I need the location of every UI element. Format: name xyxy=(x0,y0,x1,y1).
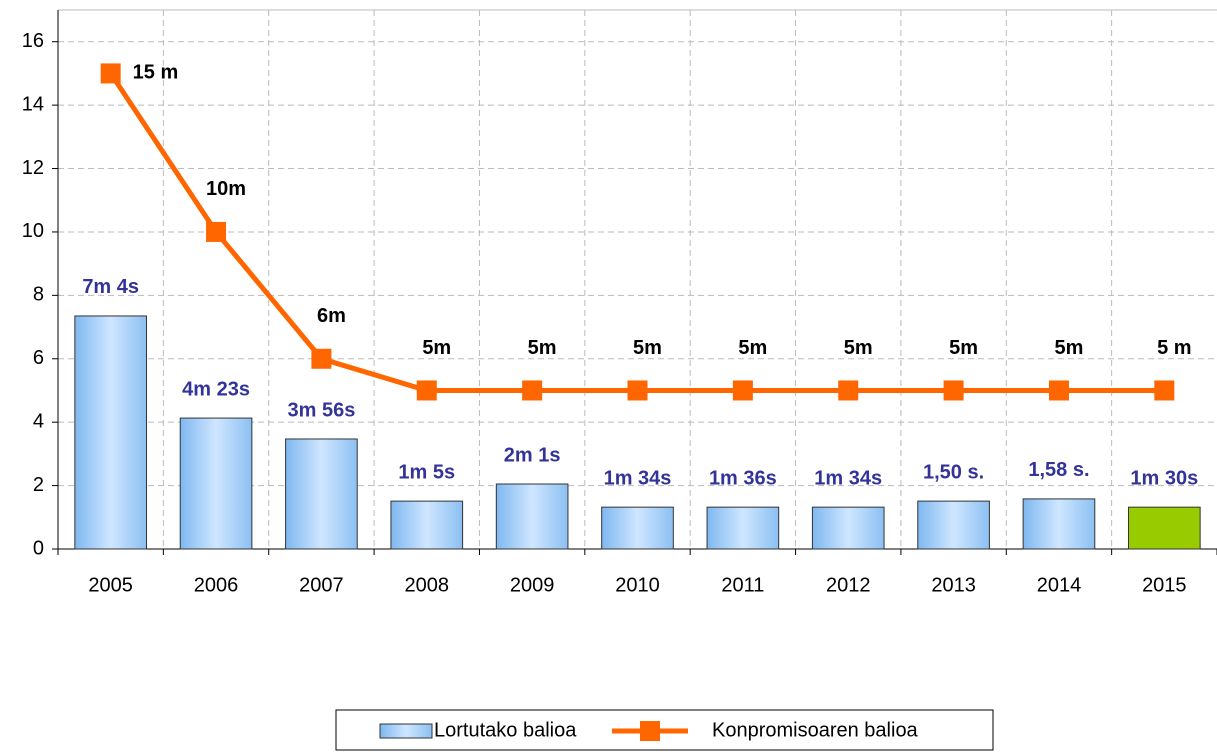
line-label: 10m xyxy=(206,178,246,200)
bar xyxy=(811,506,885,550)
y-tick-label: 14 xyxy=(22,93,44,115)
bar-label: 1m 5s xyxy=(398,461,455,483)
x-tick-label: 2012 xyxy=(826,574,871,596)
line-label: 6m xyxy=(317,305,346,327)
y-tick-label: 10 xyxy=(22,220,44,242)
line-label: 5m xyxy=(1055,337,1084,359)
x-tick-label: 2006 xyxy=(194,574,239,596)
x-tick-label: 2009 xyxy=(510,574,555,596)
line-marker xyxy=(311,348,332,369)
x-tick-label: 2007 xyxy=(299,574,344,596)
line-marker xyxy=(100,63,121,84)
line-marker xyxy=(522,380,543,401)
bar-label: 1m 36s xyxy=(709,467,777,489)
bar xyxy=(179,417,253,550)
bar xyxy=(706,506,780,550)
line-marker xyxy=(838,380,859,401)
bar-label: 1m 34s xyxy=(604,467,672,489)
line-label: 5 m xyxy=(1157,337,1191,359)
line-marker xyxy=(943,380,964,401)
bar xyxy=(390,500,464,550)
bar-label: 2m 1s xyxy=(504,444,561,466)
x-tick-label: 2010 xyxy=(615,574,660,596)
y-tick-label: 6 xyxy=(33,347,44,369)
y-tick-label: 4 xyxy=(33,410,44,432)
bar-label: 1m 34s xyxy=(814,467,882,489)
x-tick-label: 2008 xyxy=(405,574,450,596)
bar-label: 1m 30s xyxy=(1130,467,1198,489)
legend-swatch xyxy=(379,723,433,739)
bar xyxy=(74,315,148,550)
bar xyxy=(495,483,569,550)
bar-label: 3m 56s xyxy=(287,399,355,421)
x-tick-label: 2015 xyxy=(1142,574,1187,596)
x-tick-label: 2011 xyxy=(721,574,764,596)
legend-label: Konpromisoaren balioa xyxy=(712,719,919,741)
legend-label: Lortutako balioa xyxy=(434,719,577,741)
bar-label: 7m 4s xyxy=(82,276,139,298)
x-tick-label: 2014 xyxy=(1037,574,1082,596)
line-marker xyxy=(732,380,753,401)
bar xyxy=(285,438,358,550)
line-marker xyxy=(416,380,437,401)
x-tick-label: 2013 xyxy=(931,574,976,596)
line-marker xyxy=(1048,380,1069,401)
bar xyxy=(917,500,990,550)
y-tick-label: 2 xyxy=(33,474,44,496)
bar xyxy=(601,506,674,550)
line-label: 5m xyxy=(633,337,662,359)
bar xyxy=(1127,506,1201,550)
y-tick-label: 16 xyxy=(22,30,44,52)
line-label: 5m xyxy=(422,337,451,359)
bar-label: 1,58 s. xyxy=(1028,459,1089,481)
line-label: 15 m xyxy=(133,62,179,84)
line-label: 5m xyxy=(844,337,873,359)
line-marker xyxy=(627,380,648,401)
line-label: 5m xyxy=(949,337,978,359)
bar-label: 4m 23s xyxy=(182,378,250,400)
line-marker xyxy=(206,221,227,242)
line-label: 5m xyxy=(738,337,767,359)
bar-label: 1,50 s. xyxy=(923,461,984,483)
line-label: 5m xyxy=(528,337,557,359)
bar xyxy=(1022,498,1096,550)
y-tick-label: 12 xyxy=(22,157,44,179)
x-tick-label: 2005 xyxy=(88,574,133,596)
y-tick-label: 0 xyxy=(33,537,44,559)
y-tick-label: 8 xyxy=(33,284,44,306)
line-marker xyxy=(1154,380,1175,401)
legend-marker xyxy=(640,721,660,741)
